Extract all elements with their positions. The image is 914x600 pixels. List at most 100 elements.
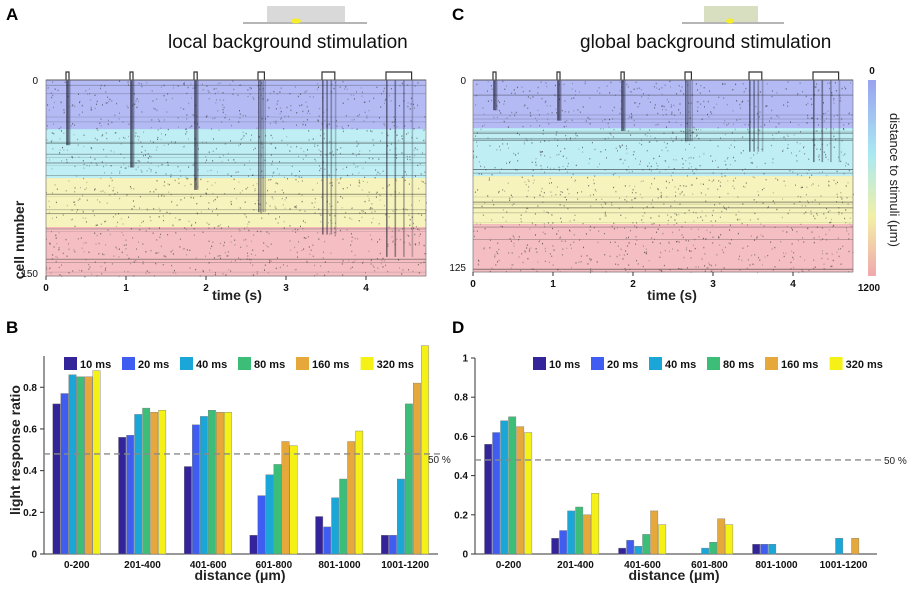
panel-c-ytick-bottom: 125 (449, 263, 466, 274)
legend-swatch-10ms (64, 357, 77, 370)
bar-40ms-401-600 (199, 416, 208, 555)
panel-b-refline-label: 50 % (428, 455, 451, 466)
bar-chart-category-label: 1001-1200 (381, 560, 429, 571)
bar-chart-category-label: 201-400 (124, 560, 161, 571)
raster-frame (472, 79, 854, 273)
raster-distance-band (46, 227, 426, 277)
bar-320ms-0-200 (524, 432, 533, 555)
legend-swatch-40ms (180, 357, 193, 370)
legend-swatch-80ms (707, 357, 720, 370)
colorbar-max-label: 1200 (858, 283, 881, 294)
panel-c-ytick-top: 0 (460, 76, 466, 87)
panel-c-stim-base (682, 22, 784, 24)
raster-distance-band (46, 129, 426, 179)
panel-c-stim-box (704, 6, 758, 23)
legend-swatch-320ms (360, 357, 374, 370)
bar-40ms-0-200 (68, 374, 77, 555)
bar-20ms-601-800 (257, 495, 266, 555)
bar-10ms-201-400 (118, 437, 127, 555)
bar-20ms-0-200 (492, 432, 501, 555)
bar-20ms-0-200 (60, 393, 69, 555)
bar-chart-category-label: 0-200 (64, 560, 90, 571)
legend-label-20ms: 20 ms (138, 359, 169, 371)
bar-40ms-601-800 (265, 474, 274, 555)
bar-40ms-801-1000 (331, 497, 340, 555)
stimulus-pulse-marker (748, 71, 763, 80)
legend-label-10ms: 10 ms (549, 359, 580, 371)
bar-chart-legend: 10 ms 20 ms 40 ms 80 ms 160 ms 320 ms (533, 357, 883, 371)
panel-c-xticks: 0 1 2 3 4 (470, 272, 796, 290)
panel-a-xticks: 0 1 2 3 4 (43, 276, 369, 294)
stimulus-pulse-marker (620, 71, 625, 80)
legend-label-40ms: 40 ms (196, 359, 227, 371)
raster-distance-band (473, 224, 853, 273)
panel-a-xtick-label: 2 (203, 283, 209, 294)
bar-40ms-801-1000 (768, 544, 777, 555)
bar-320ms-0-200 (92, 370, 101, 555)
bar-80ms-401-600 (207, 410, 216, 555)
panel-b-letter: B (6, 318, 18, 337)
bar-10ms-401-600 (183, 466, 192, 555)
bar-80ms-1001-1200 (405, 403, 413, 555)
raster-plot-local (45, 71, 427, 278)
bar-chart-ytick-label: 0.6 (454, 432, 468, 443)
bar-80ms-201-400 (142, 407, 151, 555)
panel-a: A local background stimulation cell numb… (6, 5, 427, 303)
bar-chart-global: 0 0.2 0.4 0.6 0.8 1 0-200 201-400 401-600 601-800… (454, 354, 883, 571)
panel-a-ytick-top: 0 (32, 76, 38, 87)
panel-d-letter: D (452, 318, 464, 337)
bar-chart-category-label: 801-1000 (755, 560, 798, 571)
raster-spikes (473, 80, 854, 274)
stimulus-response-column (685, 80, 693, 142)
panel-b: B 0 0.2 0.4 0.6 0.8 0-200 201-400 401-600 601-80… (6, 318, 451, 583)
bar-40ms-601-800 (701, 547, 710, 555)
bar-320ms-401-600 (223, 412, 232, 555)
stimulus-response-column (258, 80, 266, 213)
panel-a-xtick-label: 3 (283, 283, 289, 294)
bar-80ms-801-1000 (339, 478, 348, 555)
raster-distance-band (473, 176, 853, 225)
bar-160ms-601-800 (281, 441, 290, 555)
bar-10ms-601-800 (249, 535, 258, 555)
stimulus-response-column (194, 80, 199, 190)
legend-swatch-20ms (122, 357, 135, 370)
bar-160ms-0-200 (516, 426, 525, 555)
legend-label-160ms: 160 ms (312, 359, 349, 371)
stimulus-response-column (386, 80, 414, 257)
bar-10ms-1001-1200 (381, 535, 389, 555)
bar-160ms-601-800 (717, 518, 726, 555)
bar-chart-ytick-label: 0.8 (23, 383, 37, 394)
bar-chart-legend: 10 ms 20 ms 40 ms 80 ms 160 ms 320 ms (64, 357, 414, 371)
bar-80ms-601-800 (273, 464, 282, 555)
bar-10ms-0-200 (484, 444, 493, 555)
stimulus-pulse-marker (812, 71, 840, 80)
panel-a-stim-indicator (243, 6, 367, 24)
colorbar-gradient (868, 80, 876, 276)
stimulus-response-column (130, 80, 135, 168)
bar-chart-category-label: 401-600 (624, 560, 661, 571)
bar-320ms-601-800 (289, 445, 298, 555)
legend-label-10ms: 10 ms (80, 359, 111, 371)
bar-40ms-1001-1200 (397, 478, 405, 555)
stimulus-pulse-marker (129, 71, 134, 80)
bar-chart-ytick-label: 1 (462, 354, 468, 365)
bar-80ms-0-200 (76, 376, 85, 555)
bar-160ms-201-400 (583, 514, 592, 555)
bar-20ms-1001-1200 (389, 535, 397, 555)
bar-chart-category-label: 801-1000 (318, 560, 361, 571)
bar-10ms-0-200 (52, 403, 61, 555)
bar-20ms-201-400 (126, 435, 135, 555)
stimulus-pulse-marker (193, 71, 198, 80)
bar-320ms-201-400 (158, 410, 167, 555)
panel-a-title: local background stimulation (168, 32, 408, 53)
stimulus-response-column (621, 80, 626, 131)
panel-a-xtick-label: 1 (123, 283, 129, 294)
raster-distance-band (46, 178, 426, 228)
panel-a-stim-spot (291, 18, 301, 24)
panel-c-xtick-label: 4 (790, 279, 796, 290)
legend-swatch-160ms (296, 357, 309, 370)
legend-swatch-10ms (533, 357, 546, 370)
raster-frame (45, 79, 427, 277)
panel-a-stim-base (243, 22, 367, 24)
